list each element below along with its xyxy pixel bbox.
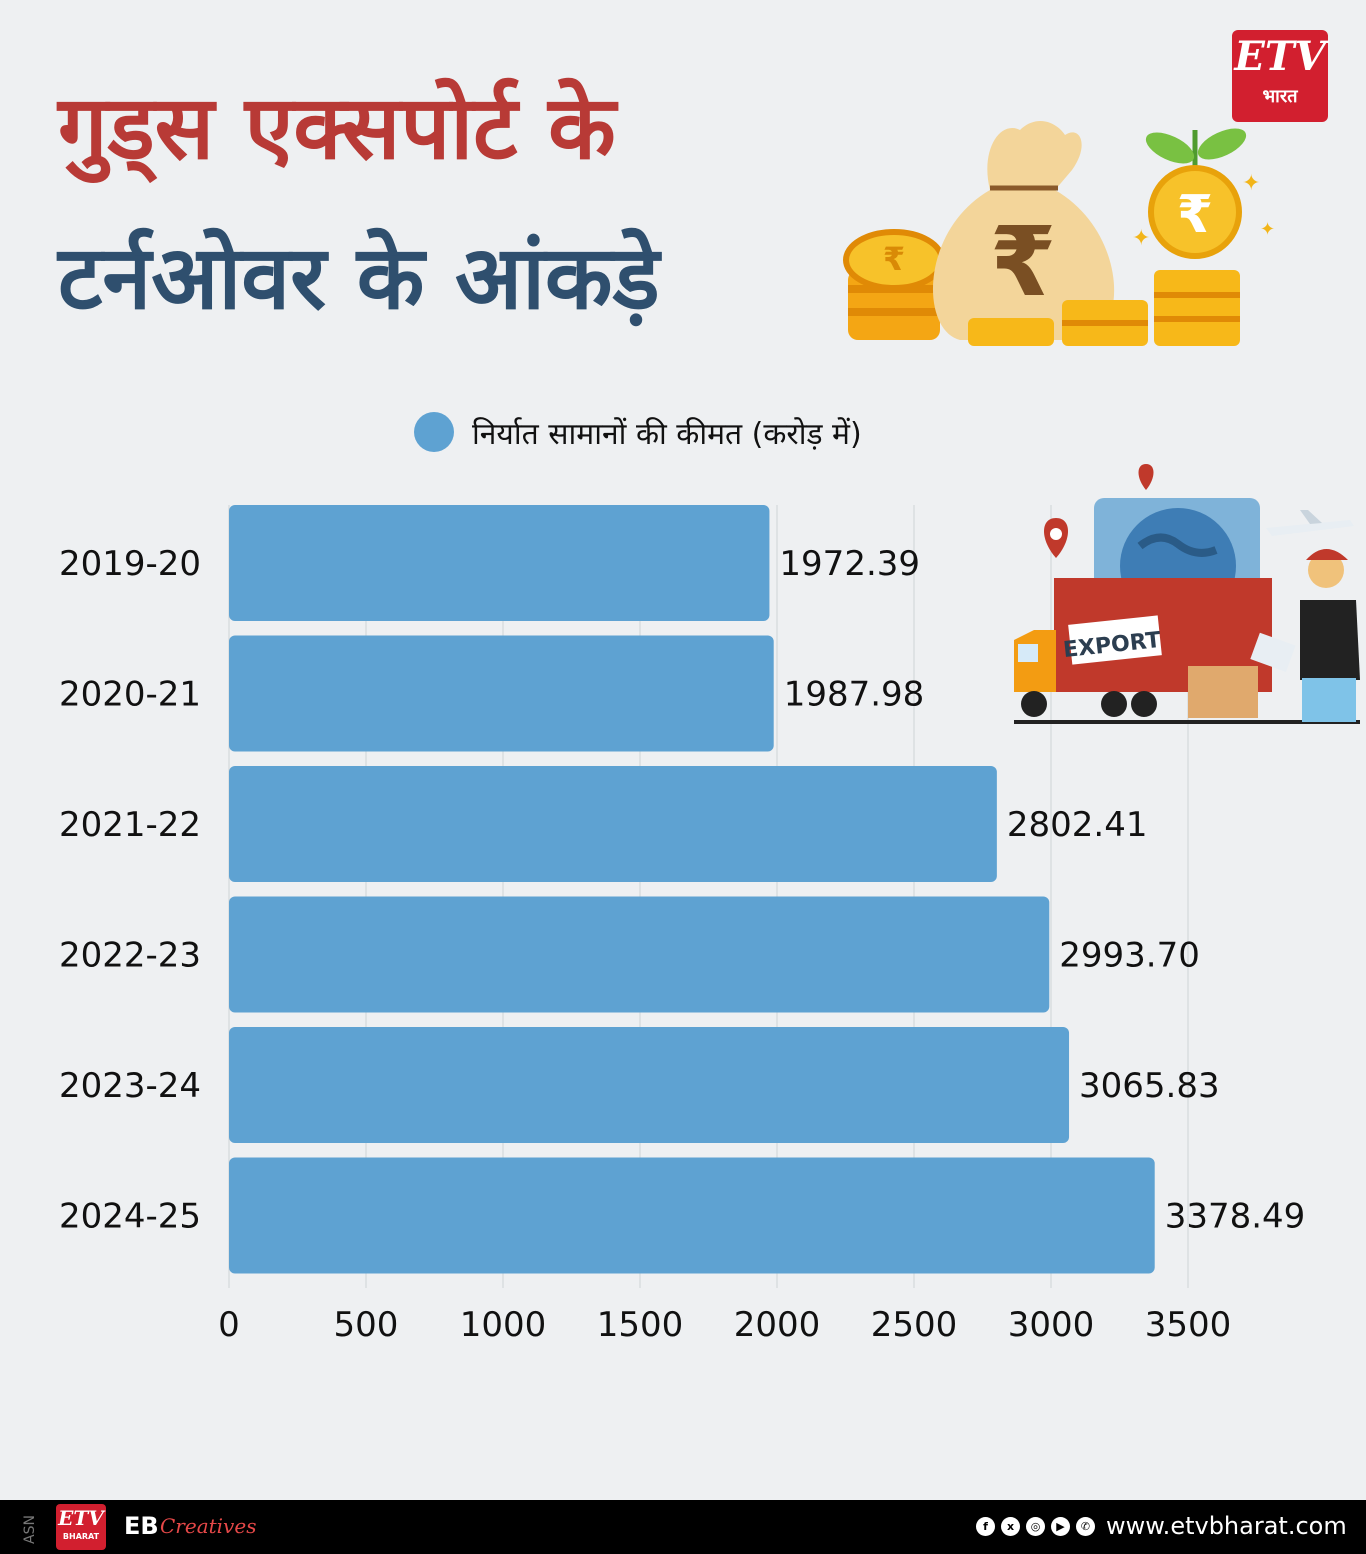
svg-text:✦: ✦ bbox=[1242, 171, 1260, 196]
logo-sub: भारत bbox=[1262, 86, 1298, 107]
export-truck-illustration: EXPORT bbox=[1014, 464, 1360, 724]
x-icon[interactable]: x bbox=[1001, 1517, 1020, 1536]
category-label: 2020-21 bbox=[59, 675, 201, 715]
export-turnover-bar-chart: 2019-20 1972.39 2020-21 1987.98 2021-22 2802.… bbox=[59, 505, 1306, 1345]
x-tick-label: 1000 bbox=[460, 1305, 547, 1345]
value-label: 2993.70 bbox=[1059, 936, 1200, 976]
value-label: 1987.98 bbox=[784, 675, 925, 715]
value-label: 3378.49 bbox=[1165, 1197, 1306, 1237]
svg-text:₹: ₹ bbox=[883, 240, 905, 278]
bar bbox=[229, 635, 774, 752]
bar bbox=[229, 1157, 1155, 1274]
category-label: 2024-25 bbox=[59, 1197, 201, 1237]
bar bbox=[229, 766, 997, 882]
instagram-icon[interactable]: ◎ bbox=[1026, 1517, 1045, 1536]
footer-etv-logo[interactable]: ETV BHARAT bbox=[56, 1504, 106, 1550]
airplane-icon bbox=[1266, 510, 1354, 536]
x-tick-label: 2500 bbox=[871, 1305, 958, 1345]
category-label: 2023-24 bbox=[59, 1066, 201, 1106]
page-title-line-2: टर्नओवर के आंकड़े bbox=[58, 226, 660, 329]
category-label: 2022-23 bbox=[59, 936, 201, 976]
x-tick-label: 0 bbox=[218, 1305, 240, 1345]
footer-logo-mark: ETV bbox=[58, 1506, 104, 1530]
page-title-line-1: गुड्स एक्सपोर्ट के bbox=[58, 76, 616, 179]
logo-mark: ETV bbox=[1234, 33, 1326, 80]
facebook-icon[interactable]: f bbox=[976, 1517, 995, 1536]
x-tick-label: 1500 bbox=[597, 1305, 684, 1345]
coin-stack-left-icon: ₹ bbox=[843, 229, 945, 340]
bar bbox=[229, 1027, 1070, 1143]
category-label: 2021-22 bbox=[59, 805, 201, 845]
export-truck-icon: EXPORT bbox=[1014, 578, 1360, 724]
footer-asn: ASN bbox=[22, 1515, 38, 1544]
money-bag-coins-illustration: ₹ ₹ ₹ ✦ ✦ ✦ bbox=[843, 120, 1275, 346]
x-tick-label: 3500 bbox=[1145, 1305, 1232, 1345]
value-label: 3065.83 bbox=[1079, 1066, 1220, 1106]
bar bbox=[229, 505, 770, 621]
svg-text:✦: ✦ bbox=[1132, 226, 1150, 251]
social-links: f x ◎ ▶ ✆ bbox=[976, 1517, 1095, 1536]
footer-eb: EB bbox=[124, 1512, 159, 1540]
svg-text:✦: ✦ bbox=[1260, 219, 1275, 240]
svg-text:₹: ₹ bbox=[1177, 185, 1213, 245]
youtube-icon[interactable]: ▶ bbox=[1051, 1517, 1070, 1536]
chart-legend: निर्यात सामानों की कीमत (करोड़ में) bbox=[414, 410, 862, 454]
coin-stacks-right-icon bbox=[968, 270, 1240, 346]
footer-bar: ASN ETV BHARAT EB Creatives f x ◎ ▶ ✆ ww… bbox=[0, 1500, 1366, 1554]
value-label: 1972.39 bbox=[779, 544, 920, 584]
x-tick-label: 3000 bbox=[1008, 1305, 1095, 1345]
value-label: 2802.41 bbox=[1007, 805, 1148, 845]
svg-text:₹: ₹ bbox=[990, 206, 1057, 318]
footer-creatives: Creatives bbox=[160, 1514, 257, 1538]
bar bbox=[229, 896, 1050, 1013]
rupee-coin-plant-icon: ₹ ✦ ✦ ✦ bbox=[1132, 128, 1275, 259]
whatsapp-icon[interactable]: ✆ bbox=[1076, 1517, 1095, 1536]
legend-swatch bbox=[414, 412, 454, 452]
x-tick-label: 500 bbox=[334, 1305, 399, 1345]
delivery-worker-icon bbox=[1250, 549, 1360, 722]
category-label: 2019-20 bbox=[59, 544, 201, 584]
legend-label: निर्यात सामानों की कीमत (करोड़ में) bbox=[472, 416, 862, 452]
etv-bharat-logo[interactable]: ETV भारत bbox=[1232, 30, 1328, 122]
website-link[interactable]: www.etvbharat.com bbox=[1106, 1512, 1347, 1540]
footer-logo-sub: BHARAT bbox=[62, 1532, 100, 1541]
x-tick-label: 2000 bbox=[734, 1305, 821, 1345]
